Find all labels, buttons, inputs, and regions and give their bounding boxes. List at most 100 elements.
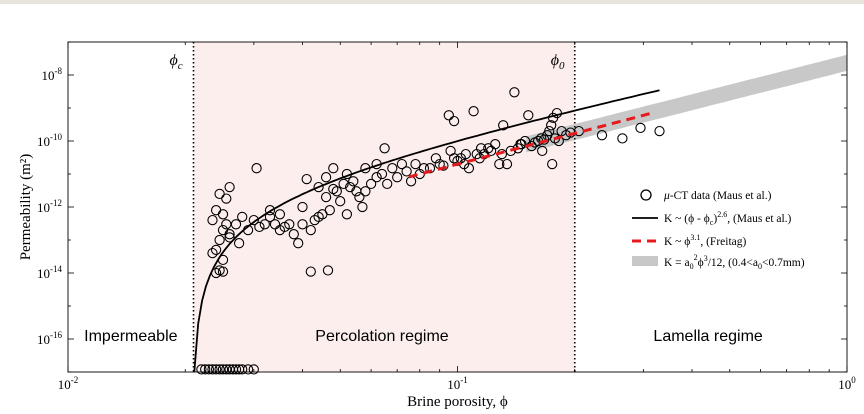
data-point bbox=[348, 176, 359, 187]
plot-frame bbox=[67, 41, 848, 373]
data-point bbox=[217, 364, 229, 375]
data-point bbox=[547, 158, 558, 170]
data-point bbox=[210, 244, 222, 256]
fit-lines bbox=[193, 89, 660, 373]
data-point bbox=[214, 364, 225, 375]
data-point bbox=[259, 219, 270, 230]
phi-0-label: ϕ0 bbox=[551, 52, 565, 72]
data-point bbox=[217, 266, 229, 277]
data-point bbox=[328, 163, 339, 174]
data-point bbox=[443, 110, 454, 121]
data-point bbox=[387, 163, 398, 174]
maus-fit-line bbox=[193, 89, 660, 373]
data-point bbox=[297, 219, 308, 230]
data-point bbox=[448, 115, 460, 127]
background-layer bbox=[193, 42, 575, 372]
data-point bbox=[297, 201, 308, 213]
data-point bbox=[274, 209, 286, 220]
labels-layer: 10-8 10-10 10-12 10-14 10-16 10-2 10-1 100 Brine… bbox=[18, 52, 856, 410]
top-divider bbox=[0, 0, 864, 4]
data-point bbox=[617, 133, 628, 144]
data-point bbox=[196, 364, 207, 375]
data-point bbox=[371, 172, 382, 183]
data-point bbox=[328, 183, 339, 195]
data-point bbox=[224, 232, 235, 243]
x-tick-label: 10-2 bbox=[58, 375, 79, 392]
data-point bbox=[360, 186, 371, 197]
data-point bbox=[237, 211, 248, 223]
x-axis-label: Brine porosity, ϕ bbox=[407, 394, 508, 410]
data-point bbox=[445, 145, 456, 157]
legend-label: K = a02ϕ3/12, (0.4<a0<0.7mm) bbox=[664, 253, 805, 271]
data-point bbox=[475, 143, 487, 154]
data-point bbox=[505, 145, 516, 157]
legend-label: μ-CT data (Maus et al.) bbox=[663, 190, 772, 202]
phi-c-label: ϕc bbox=[170, 52, 183, 72]
data-point bbox=[357, 201, 368, 213]
data-point bbox=[635, 122, 646, 134]
data-point bbox=[284, 219, 295, 230]
data-point bbox=[264, 205, 276, 216]
data-point bbox=[463, 163, 475, 174]
legend: μ-CT data (Maus et al.) K ~ (ϕ - ϕc)2.6, … bbox=[632, 189, 805, 271]
data-point bbox=[305, 224, 316, 236]
data-point bbox=[544, 125, 555, 137]
data-point bbox=[320, 172, 332, 183]
data-point bbox=[248, 364, 259, 375]
y-tick-label: 10-8 bbox=[42, 66, 63, 83]
data-point bbox=[242, 364, 254, 375]
data-point bbox=[254, 221, 265, 233]
data-point bbox=[654, 125, 665, 137]
data-point bbox=[430, 153, 442, 164]
data-point bbox=[293, 238, 304, 249]
data-point bbox=[515, 139, 526, 150]
data-point bbox=[324, 205, 335, 216]
y-axis-label: Permeability (m²) bbox=[18, 154, 34, 261]
data-point bbox=[401, 166, 412, 177]
data-point bbox=[309, 214, 320, 226]
data-point bbox=[382, 178, 393, 190]
legend-label: K ~ (ϕ - ϕc)2.6, (Maus et al.) bbox=[664, 210, 792, 227]
data-point bbox=[379, 143, 390, 154]
data-point bbox=[438, 160, 449, 171]
data-point bbox=[322, 265, 334, 276]
data-point bbox=[320, 191, 332, 203]
legend-marker-icon bbox=[640, 189, 652, 201]
region-label: Lamella regime bbox=[653, 328, 762, 345]
data-point bbox=[498, 120, 509, 131]
data-point bbox=[410, 158, 421, 170]
data-point bbox=[501, 158, 513, 170]
data-point bbox=[523, 110, 534, 121]
data-point bbox=[341, 209, 353, 220]
data-point bbox=[490, 139, 501, 150]
data-point bbox=[509, 87, 520, 98]
data-point bbox=[224, 229, 235, 240]
data-point bbox=[210, 364, 222, 375]
data-point bbox=[376, 168, 388, 180]
data-point bbox=[331, 186, 342, 197]
region-label: Percolation regime bbox=[315, 328, 449, 345]
data-point bbox=[200, 364, 211, 375]
kozeny-band bbox=[526, 54, 847, 153]
y-tick-label: 10-14 bbox=[37, 264, 62, 281]
data-point bbox=[313, 181, 324, 193]
y-tick-label: 10-12 bbox=[37, 198, 62, 215]
data-point bbox=[230, 364, 242, 375]
data-point bbox=[214, 234, 225, 246]
data-point bbox=[537, 145, 548, 157]
data-point bbox=[460, 148, 471, 160]
data-point bbox=[396, 158, 408, 170]
data-point bbox=[248, 214, 259, 226]
data-point bbox=[203, 364, 215, 375]
data-point bbox=[207, 247, 218, 259]
freitag-fit-line bbox=[408, 111, 655, 179]
data-point bbox=[233, 238, 245, 249]
data-point bbox=[338, 178, 349, 190]
data-point bbox=[301, 173, 312, 185]
data-point bbox=[207, 364, 218, 375]
y-tick-label: 10-10 bbox=[37, 132, 62, 149]
data-point bbox=[335, 196, 346, 207]
band-layer bbox=[526, 54, 847, 153]
data-point bbox=[251, 163, 262, 174]
